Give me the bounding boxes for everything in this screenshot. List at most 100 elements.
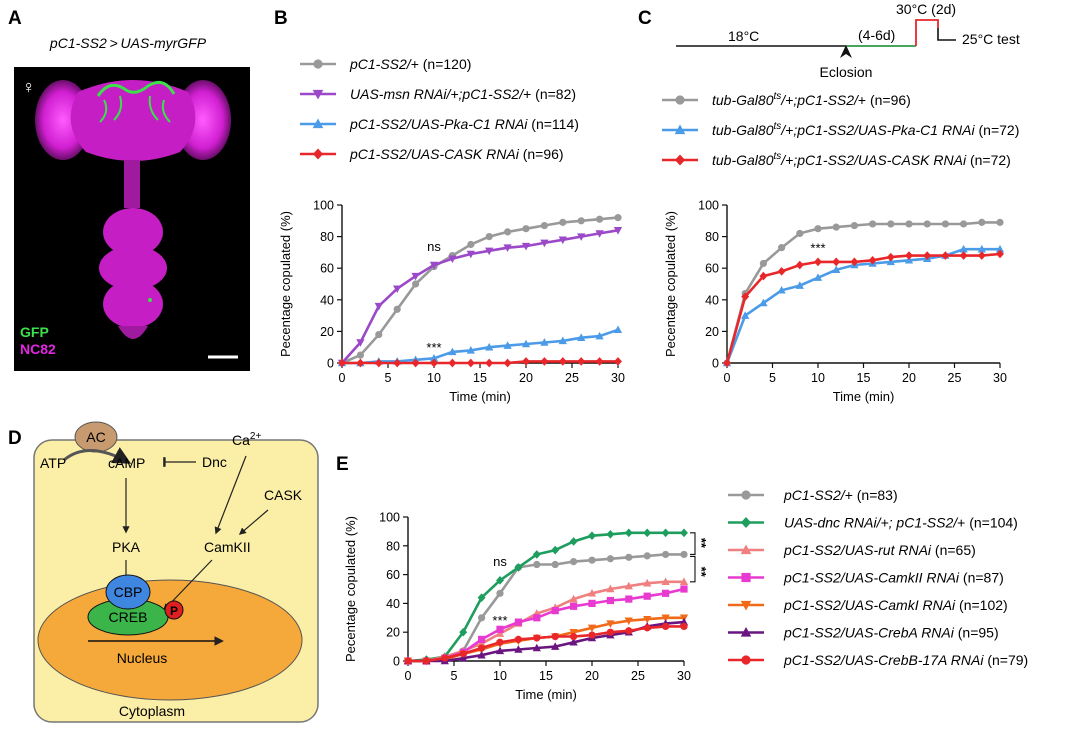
- x-tick-label: 20: [585, 669, 599, 683]
- data-point: [356, 358, 365, 368]
- data-point: [680, 528, 688, 538]
- data-point: [680, 550, 688, 559]
- legend-genotype: pC1-SS2/UAS-CamkII RNAi: [783, 570, 960, 586]
- legend-e: pC1-SS2/+ (n=83) UAS-dnc RNAi/+; pC1-SS2/…: [728, 487, 1028, 668]
- neck-connective: [124, 160, 140, 208]
- x-tick-label: 30: [677, 669, 691, 683]
- arrow-cask-camkii: [238, 509, 269, 535]
- data-point: [741, 292, 750, 301]
- chart-e: 0 5 10 15 20 25 30 0 20 40 60 80 100 Time (min) Pecent…: [343, 511, 709, 703]
- stain-label-nc82: NC82: [20, 341, 56, 357]
- legend-suffix: + (n=83): [845, 487, 898, 503]
- y-tick-label: 80: [320, 230, 334, 244]
- phosphate-group: [164, 600, 184, 620]
- data-point: [570, 558, 578, 566]
- series-line: [408, 553, 684, 663]
- legend-superscript: ts: [773, 91, 781, 102]
- x-tick-label: 10: [493, 669, 507, 683]
- data-point: [496, 625, 504, 633]
- data-point: [495, 646, 505, 655]
- legend-marker: [312, 148, 324, 160]
- legend-suffix: + (n=120): [411, 56, 472, 72]
- legend-label: pC1-SS2/UAS-CrebB-17A RNAi (n=79): [783, 652, 1028, 668]
- data-point: [680, 585, 688, 593]
- data-point: [514, 645, 523, 653]
- data-point: [643, 616, 652, 624]
- data-point: [570, 632, 578, 641]
- x-tick-label: 20: [902, 371, 916, 385]
- label-nucleus: Nucleus: [117, 650, 168, 666]
- data-point: [661, 528, 670, 538]
- data-point: [522, 357, 530, 366]
- data-point: [959, 244, 968, 253]
- legend-marker: [740, 626, 752, 637]
- data-point: [429, 261, 439, 270]
- legend-entry-0: pC1-SS2/+ (n=120): [300, 56, 471, 72]
- legend-entry-3: pC1-SS2/UAS-CamkII RNAi (n=87): [728, 570, 1004, 586]
- data-point: [558, 357, 567, 366]
- x-tick-label: 30: [611, 371, 625, 385]
- panel-d: D AC ATP cAMP Dnc Ca2+ CASK PKA CamKII C…: [8, 421, 319, 723]
- legend-genotype: pC1-SS2/UAS-CrebB-17A RNAi: [783, 652, 984, 668]
- data-point: [532, 643, 541, 652]
- legend-marker: [741, 655, 751, 665]
- vnc-segment-3: [103, 280, 163, 328]
- data-point: [540, 357, 549, 366]
- legend-suffix: (n=96): [519, 146, 564, 162]
- data-point: [759, 259, 768, 268]
- data-point: [551, 632, 559, 641]
- data-point: [441, 654, 449, 662]
- data-point: [533, 560, 541, 569]
- x-tick-label: 5: [385, 371, 392, 385]
- data-point: [503, 341, 512, 349]
- data-point: [606, 620, 615, 628]
- legend-suffix: (n=114): [527, 116, 579, 132]
- data-point: [643, 528, 652, 538]
- panel-label-e: E: [336, 454, 349, 475]
- series-line: [342, 328, 619, 365]
- label-phospho: P: [170, 604, 178, 618]
- data-point: [759, 298, 768, 307]
- x-tick-label: 0: [724, 371, 731, 385]
- data-point: [869, 220, 877, 228]
- y-tick-label: 40: [386, 597, 400, 611]
- data-point: [661, 614, 670, 623]
- y-axis-label: Pecentage copulated (%): [278, 211, 293, 357]
- data-point: [625, 553, 633, 561]
- legend-suffix: (n=87): [959, 570, 1004, 586]
- legend-suffix: + (n=96): [858, 92, 911, 108]
- data-point: [521, 339, 531, 348]
- y-axis-label: Pecentage copulated (%): [343, 516, 358, 662]
- legend-suffix: (n=65): [931, 542, 976, 558]
- legend-label: pC1-SS2/UAS-rut RNAi (n=65): [783, 542, 976, 558]
- data-point: [814, 225, 822, 233]
- data-point: [606, 596, 614, 605]
- data-point: [522, 225, 530, 233]
- legend-marker: [674, 124, 686, 135]
- legend-superscript: ts: [773, 121, 781, 132]
- series-line: [408, 625, 684, 663]
- timeline-label-4-6d: (4-6d): [858, 27, 895, 43]
- data-point: [595, 331, 604, 340]
- data-point: [606, 555, 615, 563]
- data-point: [778, 244, 786, 252]
- x-tick-label: 0: [339, 371, 346, 385]
- legend-label: UAS-msn RNAi/+;pC1-SS2/+ (n=82): [350, 86, 576, 102]
- data-point: [374, 358, 383, 368]
- legend-superscript: ts: [773, 151, 781, 162]
- data-point: [905, 220, 913, 228]
- legend-genotype: pC1-SS2/UAS-CamkI RNAi: [783, 597, 956, 613]
- data-point: [832, 257, 841, 267]
- legend-genotype: tub-Gal80: [712, 92, 774, 108]
- label-dnc: Dnc: [202, 454, 227, 470]
- data-point: [496, 589, 504, 597]
- data-point: [356, 351, 364, 359]
- data-point: [905, 251, 913, 260]
- data-point: [978, 218, 986, 226]
- label-ca-base: Ca: [232, 432, 250, 448]
- data-point: [795, 260, 804, 270]
- data-point: [485, 247, 494, 256]
- y-tick-label: 60: [705, 262, 719, 276]
- series-line: [341, 216, 619, 365]
- data-point: [485, 233, 493, 241]
